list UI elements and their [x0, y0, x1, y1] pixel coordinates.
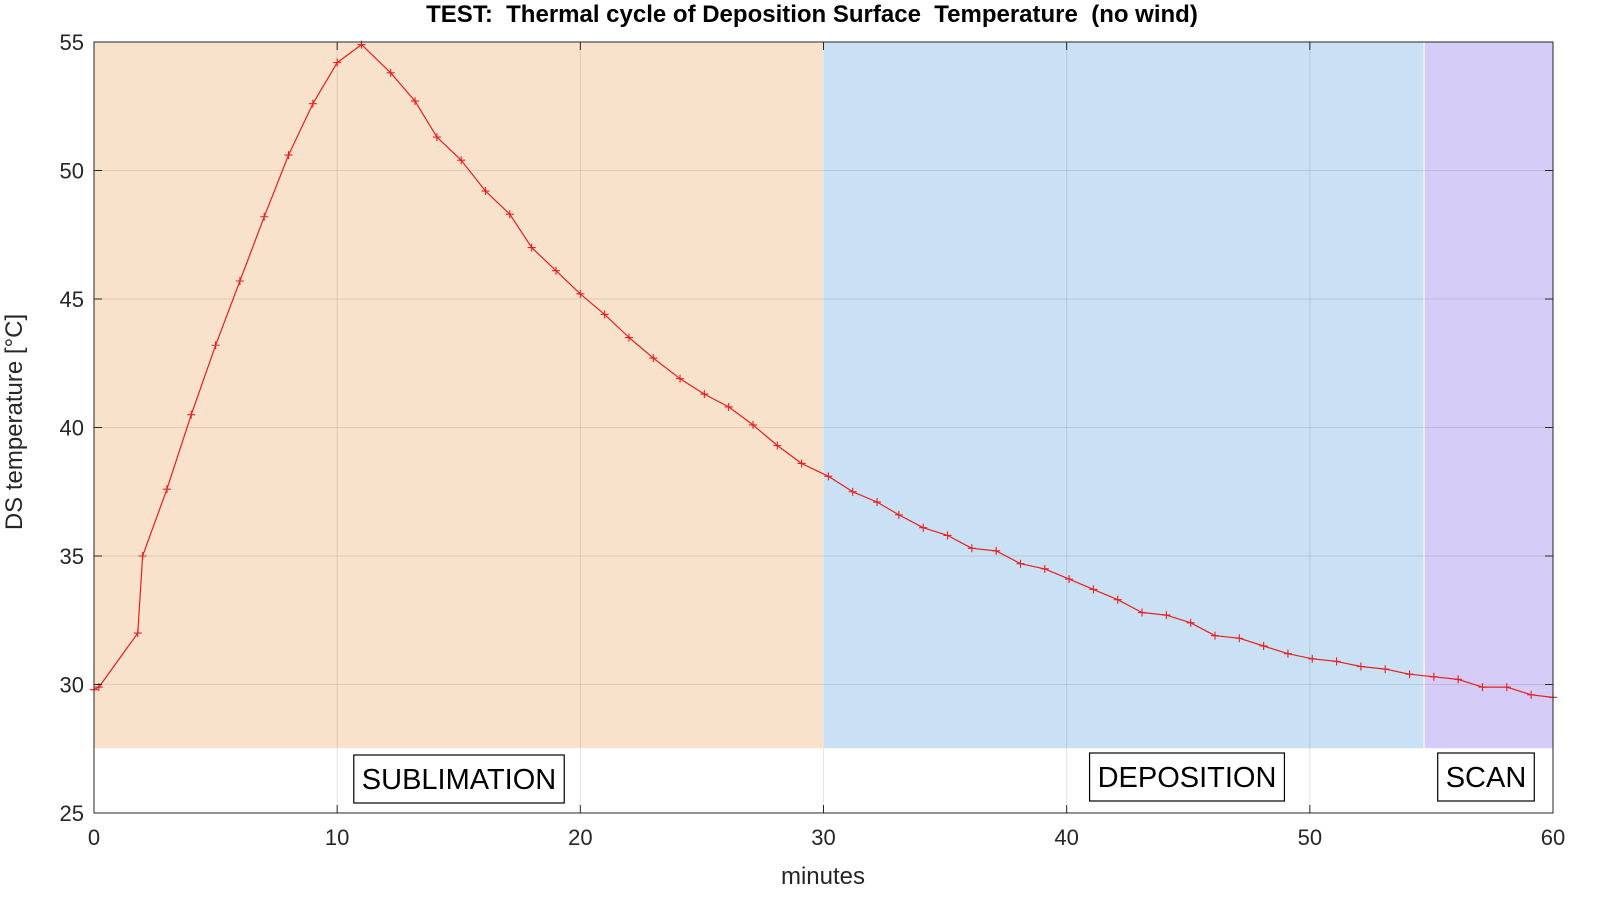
data-point-marker — [1016, 559, 1025, 568]
data-point-marker — [1527, 690, 1536, 699]
data-point-marker — [919, 523, 928, 532]
data-point-marker — [724, 402, 733, 411]
y-tick-label: 30 — [60, 673, 84, 698]
data-point-marker — [235, 277, 244, 286]
y-tick-label: 50 — [60, 159, 84, 184]
data-point-marker — [649, 354, 658, 363]
phase-regions — [93, 41, 1554, 750]
x-tick-label: 60 — [1541, 825, 1565, 850]
data-point-marker — [676, 374, 685, 383]
data-point-marker — [260, 212, 269, 221]
data-point-marker — [1259, 641, 1268, 650]
region-deposition — [823, 41, 1425, 750]
data-point-marker — [333, 58, 342, 67]
region-label-deposition: DEPOSITION — [1098, 762, 1277, 794]
data-point-marker — [1211, 631, 1219, 640]
y-tick-label: 45 — [60, 287, 84, 312]
series-line — [93, 43, 1554, 698]
data-point-marker — [773, 441, 782, 450]
region-label-box — [1088, 752, 1286, 802]
data-point-marker — [700, 390, 709, 399]
data-point-marker — [1065, 575, 1074, 584]
data-point-marker — [432, 133, 441, 142]
data-point-marker — [527, 243, 536, 252]
data-point-marker — [1235, 634, 1244, 643]
axes-ticks: 0 10 20 30 40 50 60 25 30 35 40 45 50 55 — [60, 30, 1566, 850]
data-point-marker — [943, 531, 952, 540]
data-point-marker — [1405, 670, 1414, 679]
data-point-marker — [967, 544, 976, 553]
data-point-marker — [1040, 564, 1049, 573]
region-label-box — [353, 754, 565, 804]
data-point-marker — [1186, 618, 1195, 627]
data-point-marker — [992, 546, 1001, 555]
chart-title: TEST: Thermal cycle of Deposition Surfac… — [426, 1, 1198, 28]
data-point-marker — [1478, 683, 1487, 692]
data-point-marker — [872, 498, 881, 507]
data-point-marker — [600, 310, 609, 319]
x-tick-label: 20 — [568, 825, 592, 850]
data-point-marker — [138, 552, 147, 560]
data-point-marker — [848, 487, 857, 496]
data-point-marker — [552, 266, 561, 275]
data-point-marker — [481, 187, 490, 196]
grid-lines — [94, 42, 1553, 813]
data-point-marker — [162, 485, 171, 494]
data-point-marker — [1138, 608, 1147, 617]
data-point-marker — [386, 68, 395, 77]
phase-labels: SUBLIMATION DEPOSITION SCAN — [353, 752, 1535, 804]
x-tick-label: 50 — [1298, 825, 1322, 850]
y-axis-label: DS temperature [°C] — [1, 314, 28, 530]
data-point-marker — [187, 410, 196, 419]
data-point-marker — [1381, 665, 1390, 674]
region-sublimation — [93, 41, 824, 750]
data-point-marker — [624, 333, 633, 342]
data-point-marker — [457, 156, 466, 165]
data-point-marker — [1283, 649, 1292, 658]
data-point-marker — [410, 97, 419, 106]
data-point-marker — [1162, 611, 1171, 620]
data-point-marker — [797, 459, 806, 468]
y-tick-label: 40 — [60, 416, 84, 441]
data-point-marker — [1089, 585, 1098, 594]
y-tick-label: 55 — [60, 30, 84, 55]
data-point-marker — [1308, 654, 1317, 663]
data-point-marker — [894, 510, 903, 519]
data-point-marker — [1502, 683, 1511, 692]
data-point-marker — [824, 472, 833, 481]
data-point-marker — [1332, 657, 1341, 666]
x-tick-label: 40 — [1054, 825, 1078, 850]
data-point-marker — [1429, 672, 1438, 681]
data-point-marker — [308, 99, 317, 108]
y-tick-label: 35 — [60, 544, 84, 569]
x-tick-label: 10 — [325, 825, 349, 850]
data-point-marker — [211, 341, 220, 350]
data-point-marker — [748, 420, 757, 429]
data-point-marker — [1113, 595, 1122, 604]
x-tick-label: 30 — [811, 825, 835, 850]
x-axis-label: minutes — [781, 863, 865, 890]
data-point-marker — [1356, 662, 1365, 671]
data-point-marker — [576, 289, 585, 298]
data-point-marker — [505, 210, 514, 219]
region-scan — [1423, 41, 1554, 750]
data-point-marker — [1454, 675, 1463, 684]
y-tick-label: 25 — [60, 801, 84, 826]
data-point-marker — [133, 629, 142, 638]
data-point-marker — [284, 151, 293, 160]
series-group — [90, 40, 1557, 702]
region-label-sublimation: SUBLIMATION — [362, 764, 556, 796]
region-label-scan: SCAN — [1446, 762, 1527, 794]
region-label-box — [1437, 752, 1535, 802]
x-tick-label: 0 — [88, 825, 100, 850]
